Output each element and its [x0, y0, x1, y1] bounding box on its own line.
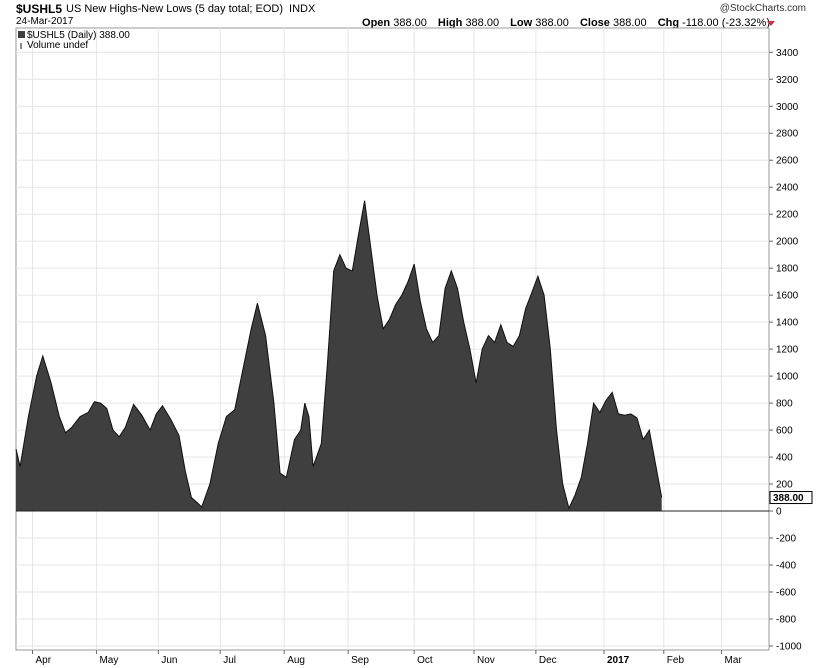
y-tick-label: 1200	[776, 345, 799, 356]
close-value: 388.00	[612, 17, 647, 29]
y-tick-label: 1600	[776, 291, 799, 302]
y-tick-label: 800	[776, 399, 793, 410]
y-tick-label: -200	[776, 534, 796, 545]
low-label: Low	[510, 17, 533, 29]
quote-bar: Open 388.00 High 388.00 Low 388.00 Close…	[362, 17, 770, 29]
y-tick-label: -600	[776, 587, 796, 598]
y-tick-label: 200	[776, 480, 793, 491]
x-tick-label: Dec	[539, 655, 557, 666]
x-tick-label: Oct	[417, 655, 433, 666]
open-label: Open	[362, 17, 391, 29]
last-value-tag	[769, 491, 813, 505]
close-label: Close	[579, 17, 610, 29]
x-tick-label: May	[99, 655, 118, 666]
y-tick-label: -1000	[776, 641, 802, 652]
open-value: 388.00	[393, 17, 427, 29]
y-tick-label: 3000	[776, 102, 799, 113]
y-tick-label: 2000	[776, 237, 799, 248]
x-tick-label: Apr	[36, 655, 52, 666]
date-label: 24-Mar-2017	[16, 16, 74, 27]
description-text: US New Highs-New Lows (5 day total; EOD)	[66, 3, 284, 15]
y-tick-label: 400	[776, 453, 793, 464]
copyright-label: @StockCharts.com	[719, 3, 806, 14]
legend-swatch	[18, 31, 25, 38]
x-tick-label: Jul	[223, 655, 236, 666]
series-line	[15, 200, 663, 510]
y-tick-label: 3200	[776, 75, 799, 86]
y-tick-label: 2600	[776, 156, 799, 167]
y-tick-label: -800	[776, 614, 796, 625]
chg-down-icon	[767, 21, 775, 26]
x-tick-label: Nov	[477, 655, 495, 666]
high-value: 388.00	[465, 17, 500, 29]
low-value: 388.00	[535, 17, 569, 29]
x-tick-label: Sep	[351, 655, 369, 666]
y-tick-label: 1400	[776, 318, 799, 329]
y-tick-label: -400	[776, 560, 796, 571]
legend-volume: Volume undef	[27, 40, 88, 51]
y-tick-label: 3400	[776, 48, 799, 59]
y-tick-label: 0	[776, 507, 782, 518]
chg-label: Chg	[657, 17, 680, 29]
y-tick-label: 600	[776, 426, 793, 437]
x-tick-label: Aug	[287, 655, 305, 666]
y-tick-label: 1000	[776, 372, 799, 383]
x-tick-label: Mar	[725, 655, 743, 666]
x-tick-label: 2017	[607, 655, 630, 666]
exchange-label: INDX	[289, 3, 316, 15]
y-tick-label: 2800	[776, 129, 799, 140]
symbol-description: US New Highs-New Lows (5 day total; EOD)…	[66, 3, 315, 15]
x-tick-label: Feb	[667, 655, 685, 666]
high-label: High	[437, 17, 463, 29]
y-tick-label: 2200	[776, 210, 799, 221]
last-value-text: 388.00	[773, 493, 804, 504]
legend-series: $USHL5 (Daily) 388.00	[27, 30, 130, 41]
symbol-label: $USHL5	[16, 2, 63, 16]
x-tick-label: Jun	[161, 655, 177, 666]
volume-icon	[20, 43, 22, 49]
y-tick-label: 2400	[776, 183, 799, 194]
y-tick-label: 1800	[776, 264, 799, 275]
chg-value: -118.00 (-23.32%)	[682, 17, 770, 29]
chart-header: $USHL5 US New Highs-New Lows (5 day tota…	[16, 2, 806, 16]
